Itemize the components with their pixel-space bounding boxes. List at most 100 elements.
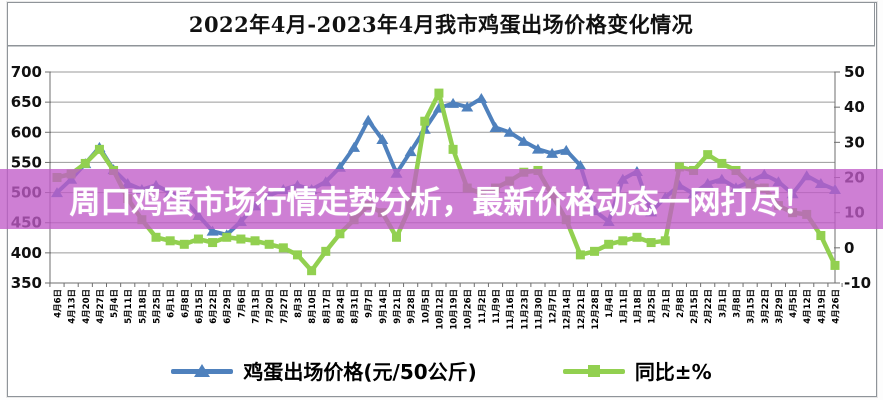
x-axis-label: 1月11日	[619, 289, 629, 324]
legend-item-price: 鸡蛋出场价格(元/50公斤)	[171, 356, 477, 385]
x-axis-label: 7月27日	[280, 289, 290, 324]
yoy-data-point	[292, 250, 302, 260]
price-data-point	[546, 147, 559, 158]
x-axis-label: 4月5日	[789, 289, 799, 318]
left-axis-tick-label: 550	[11, 153, 42, 171]
legend-label-yoy: 同比±%	[634, 360, 712, 384]
left-axis-tick-label: 600	[11, 123, 42, 141]
x-axis-label: 5月4日	[110, 289, 120, 318]
yoy-data-point	[179, 239, 189, 249]
x-axis-label: 12月7日	[549, 289, 559, 324]
yoy-data-point	[278, 243, 288, 253]
x-axis-label: 6月22日	[209, 289, 219, 324]
x-axis-label: 8月3日	[294, 289, 304, 318]
price-data-point	[447, 97, 460, 108]
price-data-point	[206, 225, 219, 236]
price-series-marker-icon	[171, 361, 234, 381]
x-axis-label: 4月6日	[54, 289, 64, 318]
chart-legend: 鸡蛋出场价格(元/50公斤) 同比±%	[0, 356, 883, 385]
x-axis-label: 9月21日	[393, 289, 403, 324]
price-data-point	[574, 159, 587, 170]
left-axis-tick-label: 700	[11, 63, 42, 81]
promo-banner-text: 周口鸡蛋市场行情走势分析，最新价格动态一网打尽！	[69, 184, 814, 221]
yoy-data-point	[264, 239, 274, 249]
x-axis-label: 4月20日	[82, 289, 92, 324]
yoy-data-point	[222, 232, 232, 242]
price-data-point	[531, 143, 544, 154]
x-axis-label: 4月26日	[832, 289, 842, 324]
x-axis-label: 10月5日	[421, 289, 431, 324]
left-axis-tick-label: 650	[11, 93, 42, 111]
price-data-point	[404, 146, 417, 157]
price-data-point	[362, 114, 375, 125]
yoy-data-point	[604, 239, 614, 249]
price-data-point	[560, 144, 573, 155]
left-axis-tick-label: 350	[11, 274, 42, 292]
x-axis-label: 7月13日	[252, 289, 262, 324]
x-axis-label: 3月1日	[718, 289, 728, 318]
yoy-data-point	[590, 246, 600, 256]
x-axis-label: 10月19日	[450, 289, 460, 330]
yoy-data-point	[717, 158, 727, 168]
x-axis-label: 9月14日	[379, 289, 389, 324]
x-axis-label: 11月16日	[506, 289, 516, 330]
left-axis-tick-label: 400	[11, 244, 42, 262]
yoy-data-point	[632, 232, 642, 242]
yoy-data-point	[94, 144, 104, 154]
right-axis-tick-label: 30	[844, 133, 865, 151]
x-axis-label: 6月15日	[195, 289, 205, 324]
yoy-data-point	[391, 232, 401, 242]
x-axis-label: 1月25日	[648, 289, 658, 324]
x-axis-label: 5月18日	[138, 289, 148, 324]
x-axis-label: 4月19日	[817, 289, 827, 324]
yoy-data-point	[448, 144, 458, 154]
x-axis-label: 4月13日	[68, 289, 78, 324]
x-axis-label: 2月15日	[690, 289, 700, 324]
x-axis-label: 6月1日	[167, 289, 177, 318]
x-axis-label: 3月22日	[761, 289, 771, 324]
x-axis-label: 6月29日	[223, 289, 233, 324]
yoy-data-point	[703, 150, 713, 160]
yoy-data-point	[646, 238, 656, 248]
yoy-data-point	[307, 266, 317, 276]
price-data-point	[376, 134, 389, 145]
x-axis-label: 2月8日	[676, 289, 686, 318]
price-data-point	[517, 135, 530, 146]
x-axis-label: 7月20日	[266, 289, 276, 324]
x-axis-label: 12月14日	[563, 289, 573, 330]
right-axis-tick-label: 0	[844, 239, 854, 257]
x-axis-label: 10月26日	[464, 289, 474, 330]
x-axis-label: 8月10日	[308, 289, 318, 324]
yoy-data-point	[434, 88, 444, 98]
legend-label-price: 鸡蛋出场价格(元/50公斤)	[243, 360, 477, 384]
right-axis-tick-label: 50	[844, 63, 865, 81]
x-axis-label: 3月29日	[775, 289, 785, 324]
price-data-point	[503, 126, 516, 137]
yoy-data-point	[674, 162, 684, 172]
yoy-data-point	[321, 246, 331, 256]
x-axis-label: 2月22日	[704, 289, 714, 324]
x-axis-label: 1月4日	[605, 289, 615, 318]
x-axis-label: 12月28日	[591, 289, 601, 330]
x-axis-label: 8月24日	[336, 289, 346, 324]
x-axis-label: 8月17日	[322, 289, 332, 324]
x-axis-label: 11月9日	[492, 289, 502, 324]
yoy-data-point	[335, 229, 345, 239]
x-axis-label: 3月15日	[747, 289, 757, 324]
x-axis-label: 4月27日	[96, 289, 106, 324]
yoy-data-point	[250, 236, 260, 246]
x-axis-label: 11月30日	[534, 289, 544, 330]
price-data-point	[348, 141, 361, 152]
legend-item-yoy: 同比±%	[562, 356, 712, 385]
price-data-point	[475, 93, 488, 104]
price-data-point	[461, 101, 474, 112]
yoy-data-point	[660, 236, 670, 246]
x-axis-label: 6月8日	[181, 289, 191, 318]
yoy-data-point	[420, 116, 430, 126]
x-axis-label: 8月31日	[351, 289, 361, 324]
yoy-data-point	[151, 232, 161, 242]
x-axis-label: 5月11日	[124, 289, 134, 324]
price-data-point	[489, 121, 502, 132]
yoy-data-point	[193, 234, 203, 244]
